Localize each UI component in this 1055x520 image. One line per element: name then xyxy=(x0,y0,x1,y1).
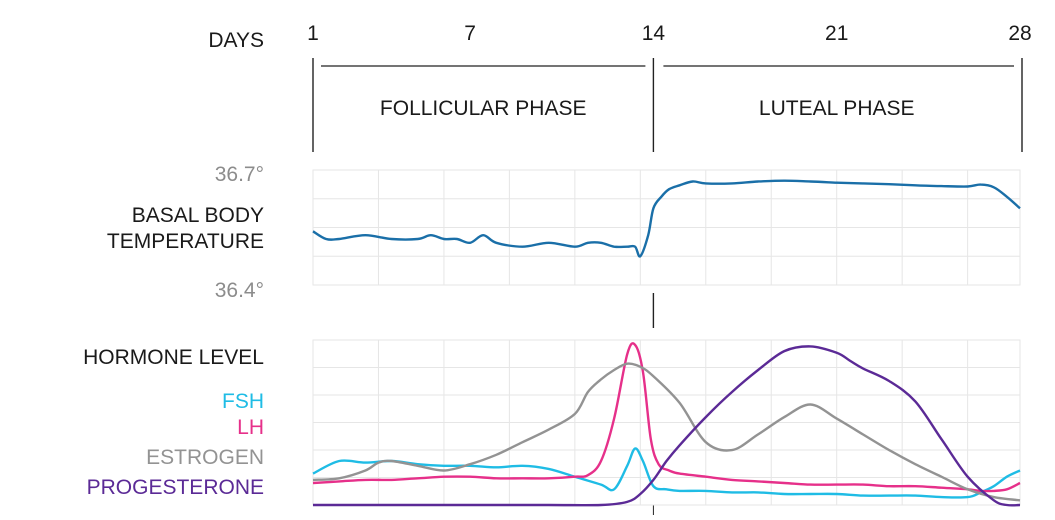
temperature-ylabel-line2: TEMPERATURE xyxy=(107,230,264,253)
hormone-series-fsh-line xyxy=(312,447,1021,499)
hormone-series-estrogen-line xyxy=(312,362,1021,502)
phase-label: FOLLICULAR PHASE xyxy=(380,97,587,120)
hormone-series-lh-line xyxy=(312,342,1021,493)
temperature-series-line xyxy=(312,179,1021,258)
legend-entry-fsh: FSH xyxy=(222,390,264,413)
legend-entry-estrogen: ESTROGEN xyxy=(146,446,264,469)
legend-entry-progesterone: PROGESTERONE xyxy=(87,476,264,499)
temperature-ytick-low: 36.4° xyxy=(215,279,264,302)
day-tick-label: 14 xyxy=(642,22,666,45)
day-tick-label: 28 xyxy=(1008,22,1031,45)
hormone-ylabel: HORMONE LEVEL xyxy=(83,346,264,369)
day-tick-label: 1 xyxy=(307,22,319,45)
phase-label: LUTEAL PHASE xyxy=(759,97,915,120)
temperature-ytick-high: 36.7° xyxy=(215,163,264,186)
day-tick-label: 7 xyxy=(464,22,476,45)
temperature-ylabel-line1: BASAL BODY xyxy=(132,204,264,227)
legend-entry-lh: LH xyxy=(237,416,264,439)
hormone-series-progesterone-line xyxy=(313,345,1021,507)
day-tick-label: 21 xyxy=(825,22,848,45)
days-label: DAYS xyxy=(208,29,264,52)
